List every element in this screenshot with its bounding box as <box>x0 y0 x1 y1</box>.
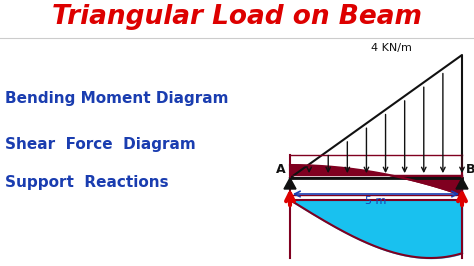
Text: Support  Reactions: Support Reactions <box>5 176 169 190</box>
Text: A: A <box>276 163 286 176</box>
Text: 5 m: 5 m <box>365 196 387 206</box>
Polygon shape <box>284 178 296 189</box>
Text: Bending Moment Diagram: Bending Moment Diagram <box>5 92 228 106</box>
Text: B: B <box>466 163 474 176</box>
Text: Triangular Load on Beam: Triangular Load on Beam <box>52 4 422 30</box>
Polygon shape <box>456 178 468 189</box>
Text: 4 KN/m: 4 KN/m <box>371 43 411 53</box>
Text: Shear  Force  Diagram: Shear Force Diagram <box>5 138 196 152</box>
